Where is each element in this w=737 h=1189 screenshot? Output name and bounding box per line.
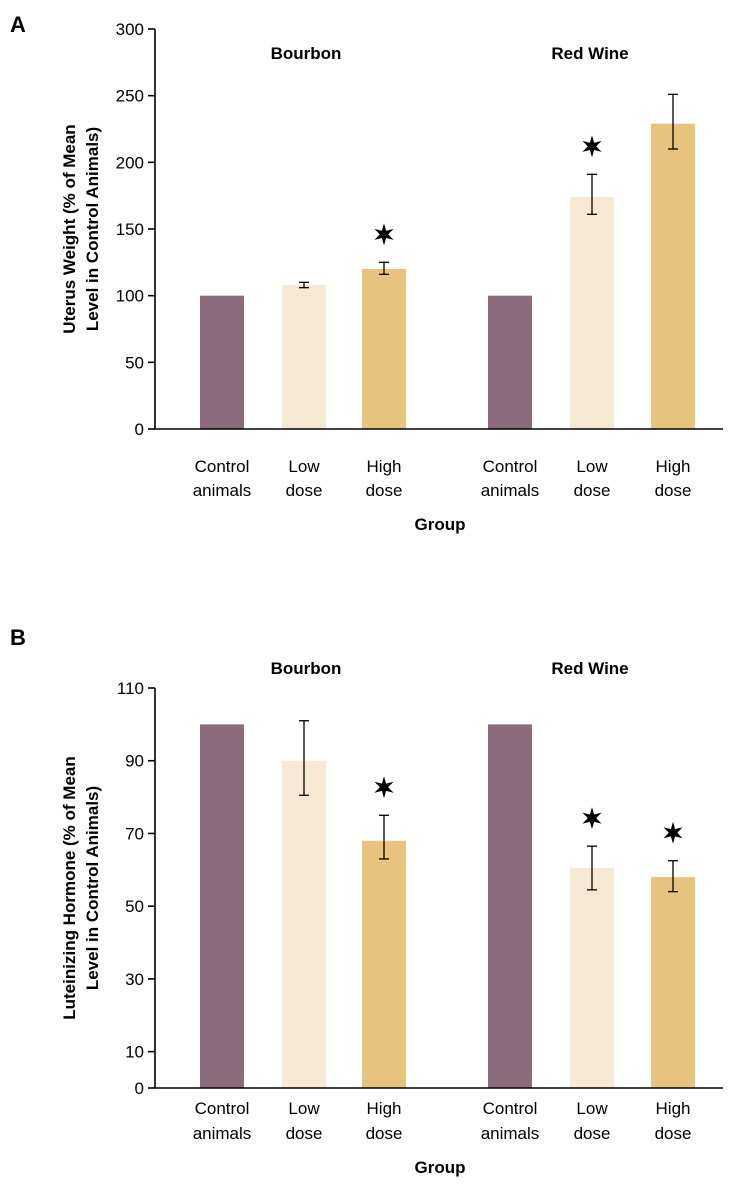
x-category-label: Control: [195, 457, 250, 476]
error-bar: [668, 93, 678, 150]
bar: [570, 868, 614, 1088]
chart-panel-b: B Bourbon Red Wine 0 10 30 50 70 90 110 Control ani…: [10, 625, 723, 1177]
significance-star-icon: [582, 807, 602, 830]
y-tick-label: 50: [125, 353, 144, 372]
x-category-label: High: [367, 1099, 402, 1118]
y-tick-label: 300: [116, 20, 144, 39]
x-category-label: Control: [483, 1099, 538, 1118]
x-category-label: animals: [193, 481, 252, 500]
y-tick-label: 0: [135, 420, 144, 439]
x-category-label: dose: [366, 1124, 403, 1143]
x-category-label: High: [656, 1099, 691, 1118]
x-category-label: animals: [481, 1124, 540, 1143]
significance-star-icon: [663, 821, 683, 844]
y-tick-label: 70: [125, 824, 144, 843]
x-category-label: Low: [288, 1099, 320, 1118]
bar: [282, 285, 326, 429]
x-category-label: dose: [286, 1124, 323, 1143]
x-category-label: dose: [366, 481, 403, 500]
y-tick-label: 250: [116, 87, 144, 106]
error-bar: [668, 860, 678, 893]
x-category-label: dose: [286, 481, 323, 500]
bar: [362, 840, 406, 1088]
group-title: Red Wine: [551, 659, 628, 678]
y-axis-title: Uterus Weight (% of Mean Level in Control…: [60, 124, 102, 333]
x-category-label: High: [367, 457, 402, 476]
x-axis-title: Group: [415, 515, 466, 534]
x-category-label: Low: [576, 1099, 608, 1118]
error-bar: [379, 814, 389, 860]
x-category-label: Low: [576, 457, 608, 476]
group-title: Bourbon: [271, 44, 342, 63]
bar: [200, 295, 244, 429]
group-title: Red Wine: [551, 44, 628, 63]
y-tick-label: 50: [125, 897, 144, 916]
x-category-label: animals: [193, 1124, 252, 1143]
x-category-label: dose: [655, 1124, 692, 1143]
y-axis-title-line: Uterus Weight (% of Mean: [60, 124, 79, 333]
x-category-label: Control: [483, 457, 538, 476]
panel-letter: B: [10, 625, 26, 650]
y-axis-title-line: Luteinizing Hormone (% of Mean: [60, 756, 79, 1020]
x-category-label: High: [656, 457, 691, 476]
bar: [488, 724, 532, 1088]
y-axis-title: Luteinizing Hormone (% of Mean Level in C…: [60, 756, 102, 1020]
y-tick-label: 10: [125, 1043, 144, 1062]
y-tick-label: 90: [125, 752, 144, 771]
bar: [570, 197, 614, 429]
y-tick-label: 100: [116, 287, 144, 306]
x-category-label: dose: [574, 1124, 611, 1143]
y-tick-label: 150: [116, 220, 144, 239]
bar: [362, 269, 406, 429]
error-bar: [587, 173, 597, 215]
y-tick-label: 30: [125, 970, 144, 989]
y-tick-label: 200: [116, 153, 144, 172]
x-category-label: dose: [655, 481, 692, 500]
panel-letter: A: [10, 12, 26, 37]
y-tick-label: 110: [117, 679, 144, 698]
y-axis-title-line: Level in Control Animals): [83, 127, 102, 331]
y-axis-title-line: Level in Control Animals): [83, 786, 102, 990]
x-category-label: Control: [195, 1099, 250, 1118]
error-bar: [587, 845, 597, 891]
error-bar: [299, 281, 309, 289]
chart-panel-a: A Bourbon Red Wine 0 50 100 150 200 250 300 Contro…: [10, 12, 723, 534]
bar: [282, 760, 326, 1088]
bar: [488, 295, 532, 429]
bar: [651, 877, 695, 1088]
bar: [651, 123, 695, 430]
y-tick-label: 0: [135, 1079, 144, 1098]
x-category-label: animals: [481, 481, 540, 500]
error-bar: [299, 720, 309, 796]
x-axis-title: Group: [415, 1158, 466, 1177]
group-title: Bourbon: [271, 659, 342, 678]
significance-star-icon: [582, 135, 602, 158]
x-category-label: Low: [288, 457, 320, 476]
error-bar: [379, 261, 389, 275]
x-category-label: dose: [574, 481, 611, 500]
bar: [200, 724, 244, 1088]
significance-star-icon: [374, 223, 394, 246]
significance-star-icon: [374, 776, 394, 799]
